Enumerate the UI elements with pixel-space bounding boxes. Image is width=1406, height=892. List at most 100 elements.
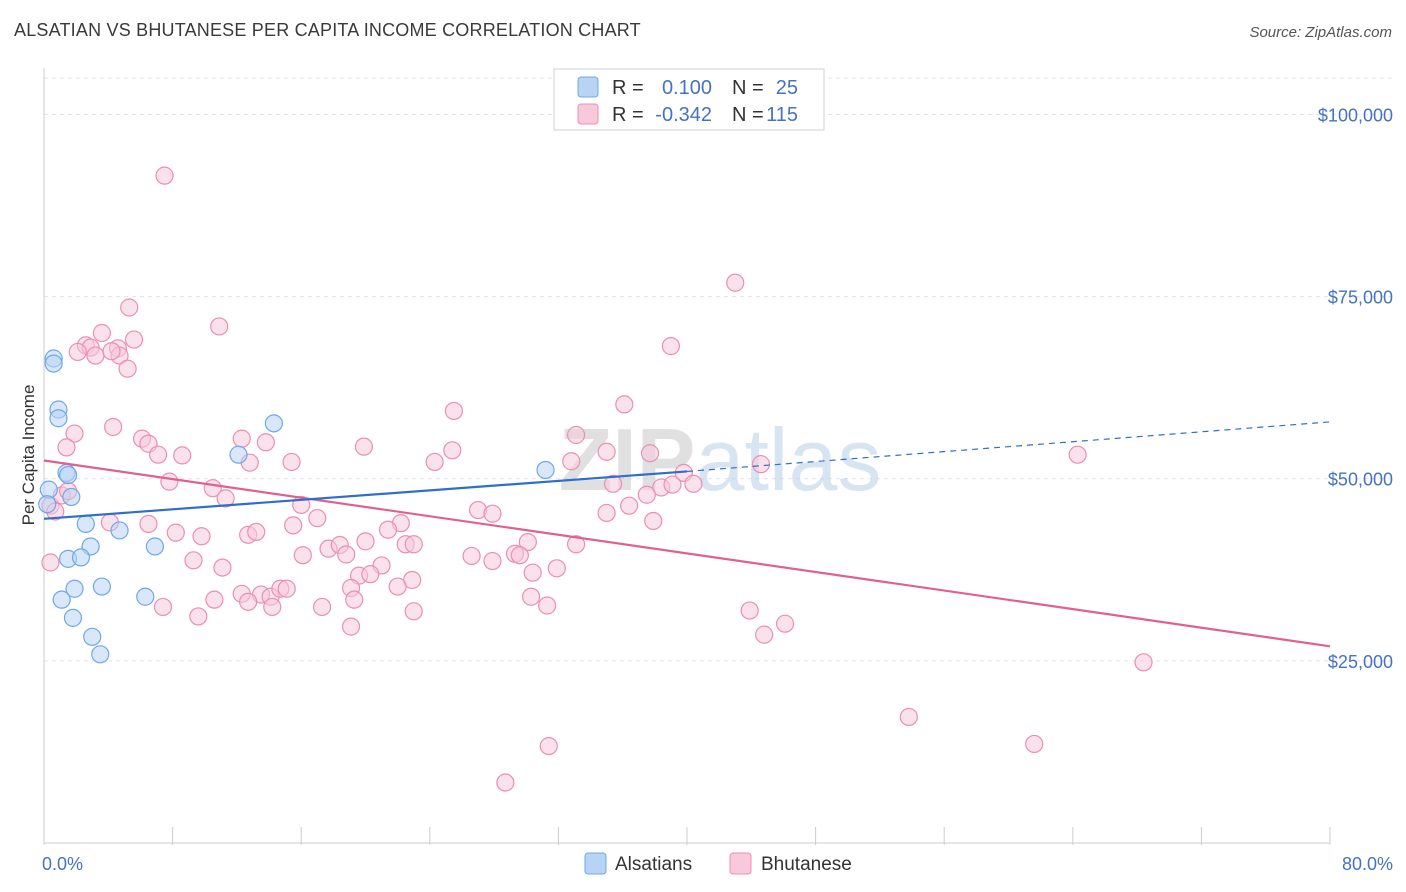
alsatians-point bbox=[71, 548, 91, 567]
alsatians-point bbox=[536, 460, 555, 480]
alsatians-point bbox=[92, 577, 111, 596]
bhutanese-point bbox=[597, 442, 616, 461]
legend-swatch-alsatians-bottom bbox=[584, 852, 607, 875]
bhutanese-point bbox=[521, 587, 541, 606]
bhutanese-point bbox=[404, 535, 423, 554]
bhutanese-point bbox=[216, 489, 235, 508]
bhutanese-point bbox=[102, 342, 121, 361]
y-tick-label: $75,000 bbox=[1328, 288, 1393, 308]
bhutanese-point bbox=[284, 516, 303, 535]
bhutanese-point bbox=[1068, 445, 1087, 464]
bhutanese-point bbox=[184, 551, 203, 570]
bhutanese-point bbox=[68, 342, 87, 362]
axes bbox=[43, 68, 1331, 845]
bhutanese-points bbox=[41, 166, 1153, 792]
bhutanese-point bbox=[620, 496, 639, 515]
bhutanese-point bbox=[263, 597, 282, 617]
bhutanese-point bbox=[65, 424, 84, 443]
legend-r-label-1: R = bbox=[612, 77, 644, 99]
x-tick-labels: 0.0% 80.0% bbox=[42, 854, 1393, 874]
bhutanese-point bbox=[899, 707, 918, 727]
bhutanese-point bbox=[597, 503, 616, 523]
alsatians-point bbox=[91, 645, 110, 664]
legend-bhutanese-label: Bhutanese bbox=[761, 854, 852, 875]
bhutanese-point bbox=[444, 401, 464, 421]
bhutanese-point bbox=[92, 323, 111, 343]
bhutanese-point bbox=[354, 437, 373, 456]
watermark: ZIPatlas bbox=[559, 410, 882, 509]
alsatians-point bbox=[38, 495, 57, 514]
bhutanese-point bbox=[341, 617, 361, 636]
y-tick-label: $50,000 bbox=[1328, 470, 1393, 490]
y-tick-label: $100,000 bbox=[1318, 105, 1393, 125]
bhutanese-point bbox=[378, 520, 398, 539]
bhutanese-point bbox=[124, 330, 144, 349]
bhutanese-point bbox=[57, 438, 76, 457]
legend-swatch-bhutanese-bottom bbox=[729, 852, 752, 875]
trend-lines bbox=[43, 421, 1331, 648]
bhutanese-point bbox=[483, 504, 502, 523]
watermark-text: ZIPatlas bbox=[559, 410, 882, 509]
alsatians-point bbox=[65, 579, 84, 598]
bhutanese-point bbox=[166, 523, 185, 542]
x-tick-label-max: 80.0% bbox=[1342, 854, 1393, 874]
alsatians-point bbox=[145, 537, 165, 556]
bhutanese-point bbox=[189, 607, 208, 626]
bhutanese-point bbox=[462, 546, 481, 566]
alsatians-point bbox=[136, 587, 155, 606]
bhutanese-point bbox=[539, 736, 558, 756]
bhutanese-point bbox=[443, 441, 462, 460]
legend-r-label-2: R = bbox=[612, 104, 644, 126]
alsatians-point bbox=[83, 627, 102, 646]
bhutanese-point bbox=[404, 602, 423, 621]
bhutanese-point bbox=[160, 472, 179, 491]
bhutanese-point bbox=[277, 579, 296, 598]
legend-n-label-2: N = bbox=[732, 104, 764, 126]
bhutanese-point bbox=[205, 590, 224, 609]
bhutanese-point bbox=[139, 514, 158, 533]
source-label: Source: ZipAtlas.com bbox=[1249, 24, 1392, 41]
bhutanese-point bbox=[510, 546, 529, 565]
bhutanese-point bbox=[644, 511, 663, 531]
bhutanese-point bbox=[361, 565, 380, 584]
bhutanese-point bbox=[247, 522, 266, 542]
bhutanese-point bbox=[337, 545, 356, 564]
alsatians-point bbox=[59, 465, 78, 485]
bhutanese-point bbox=[483, 551, 502, 571]
bhutanese-point bbox=[173, 446, 192, 465]
y-axis-label: Per Capita Income bbox=[19, 385, 38, 526]
bhutanese-point bbox=[192, 527, 211, 546]
alsatians-point bbox=[62, 487, 81, 507]
alsatians-trend-line bbox=[43, 470, 688, 520]
bhutanese-point bbox=[282, 452, 301, 472]
legend-n-value-1: 25 bbox=[776, 77, 798, 99]
legend-alsatians-label: Alsatians bbox=[615, 854, 692, 875]
bhutanese-point bbox=[661, 337, 681, 356]
bhutanese-point bbox=[547, 559, 566, 578]
y-tick-label: $25,000 bbox=[1328, 652, 1393, 672]
bhutanese-point bbox=[153, 597, 173, 617]
legend-swatch-alsatians bbox=[577, 76, 599, 98]
bhutanese-point bbox=[120, 298, 139, 317]
bhutanese-point bbox=[751, 455, 771, 474]
alsatians-points bbox=[38, 349, 555, 664]
bhutanese-point bbox=[308, 508, 327, 528]
bhutanese-point bbox=[566, 425, 586, 445]
bhutanese-point bbox=[149, 445, 168, 464]
bhutanese-point bbox=[740, 601, 759, 620]
legend-r-value-1: 0.100 bbox=[662, 77, 712, 99]
bhutanese-point bbox=[684, 474, 703, 493]
bhutanese-point bbox=[356, 532, 375, 551]
bhutanese-point bbox=[496, 773, 515, 792]
bhutanese-point bbox=[562, 452, 581, 471]
bhutanese-point bbox=[388, 577, 407, 596]
bhutanese-point bbox=[1134, 653, 1153, 672]
legend-n-value-2: 115 bbox=[766, 104, 798, 126]
bhutanese-point bbox=[518, 532, 537, 552]
alsatians-point bbox=[49, 409, 68, 428]
bhutanese-point bbox=[1025, 734, 1044, 754]
alsatians-point bbox=[229, 445, 248, 464]
legend-n-label-1: N = bbox=[732, 77, 764, 99]
alsatians-point bbox=[44, 354, 63, 373]
